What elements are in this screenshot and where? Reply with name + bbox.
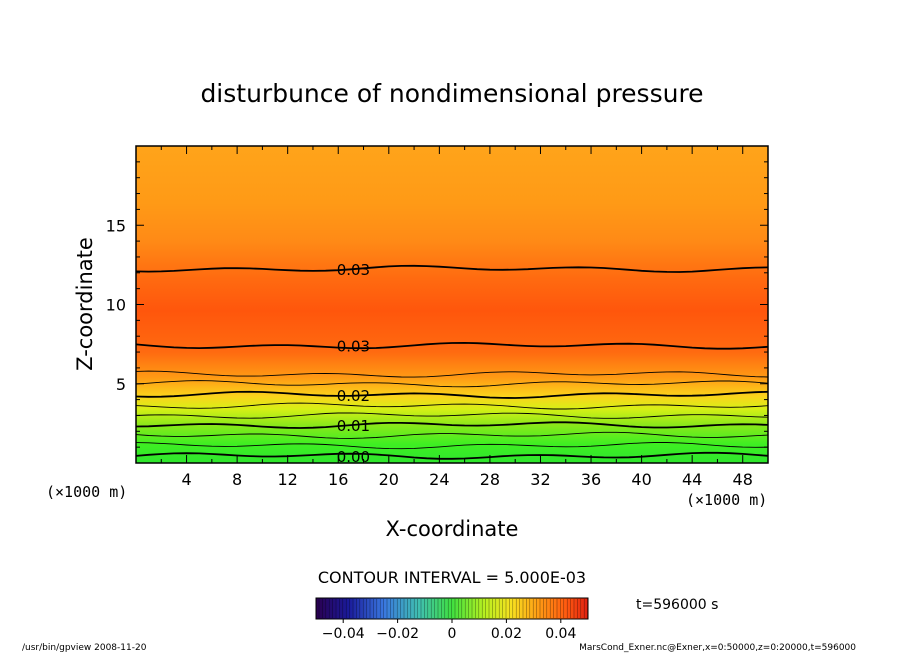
x-tick-label: 24 <box>429 470 449 489</box>
contour-label: 0.01 <box>337 417 370 435</box>
colorbar-tick-label: 0 <box>448 626 457 642</box>
contour-line <box>136 370 768 378</box>
contour-line <box>136 431 768 439</box>
contour-labels: 0.03 0.03 0.02 0.01 0.00 <box>337 261 370 466</box>
x-tick-label: 32 <box>530 470 550 489</box>
x-axis-label: X-coordinate <box>386 517 519 541</box>
contour-line <box>136 442 768 450</box>
pressure-field <box>136 146 768 463</box>
x-axis: 4 8 12 16 20 24 28 32 36 40 44 48 <box>160 146 769 489</box>
x-tick-label: 28 <box>480 470 500 489</box>
y-axis-label: Z-coordinate <box>73 237 97 371</box>
contour-line <box>136 390 768 399</box>
footer-left: /usr/bin/gpview 2008-11-20 <box>22 643 147 653</box>
contour-interval-label: CONTOUR INTERVAL = 5.000E-03 <box>318 568 586 587</box>
contour-label: 0.00 <box>337 448 370 466</box>
contour-line <box>136 402 768 410</box>
contour-line <box>136 412 768 419</box>
x-unit-right: (×1000 m) <box>686 491 767 509</box>
y-tick-label: 15 <box>106 216 126 235</box>
colorbar-stripes <box>318 599 588 618</box>
x-tick-label: 16 <box>328 470 348 489</box>
x-tick-label: 36 <box>581 470 601 489</box>
y-tick-label: 10 <box>106 296 126 315</box>
footer-right: MarsCond_Exner.nc@Exner,x=0:50000,z=0:20… <box>579 643 856 653</box>
contour-line <box>136 451 768 460</box>
contour-line <box>136 264 768 273</box>
x-unit-left: (×1000 m) <box>46 483 127 501</box>
colorbar-tick-label: 0.04 <box>545 626 576 642</box>
colorbar <box>315 597 589 620</box>
contour-label: 0.02 <box>337 387 370 405</box>
contour-line <box>136 341 768 350</box>
contour-line <box>136 380 768 388</box>
contour-label: 0.03 <box>337 261 370 279</box>
contour-line <box>136 421 768 429</box>
time-label: t=596000 s <box>636 597 718 613</box>
chart-title: disturbunce of nondimensional pressure <box>200 79 703 108</box>
x-tick-label: 44 <box>682 470 702 489</box>
colorbar-tick-label: 0.02 <box>491 626 522 642</box>
x-tick-label: 40 <box>631 470 651 489</box>
x-tick-label: 12 <box>278 470 298 489</box>
contour-label: 0.03 <box>337 338 370 356</box>
x-tick-label: 48 <box>733 470 753 489</box>
x-tick-label: 20 <box>379 470 399 489</box>
contour-lines <box>136 264 768 460</box>
y-axis: 5 10 15 <box>106 161 768 448</box>
y-tick-label: 5 <box>116 375 126 394</box>
colorbar-tick-label: −0.04 <box>322 626 365 642</box>
colorbar-ticks: −0.04 −0.02 0 0.02 0.04 <box>322 619 576 642</box>
x-tick-label: 8 <box>232 470 242 489</box>
colorbar-tick-label: −0.02 <box>376 626 419 642</box>
x-tick-label: 4 <box>181 470 191 489</box>
